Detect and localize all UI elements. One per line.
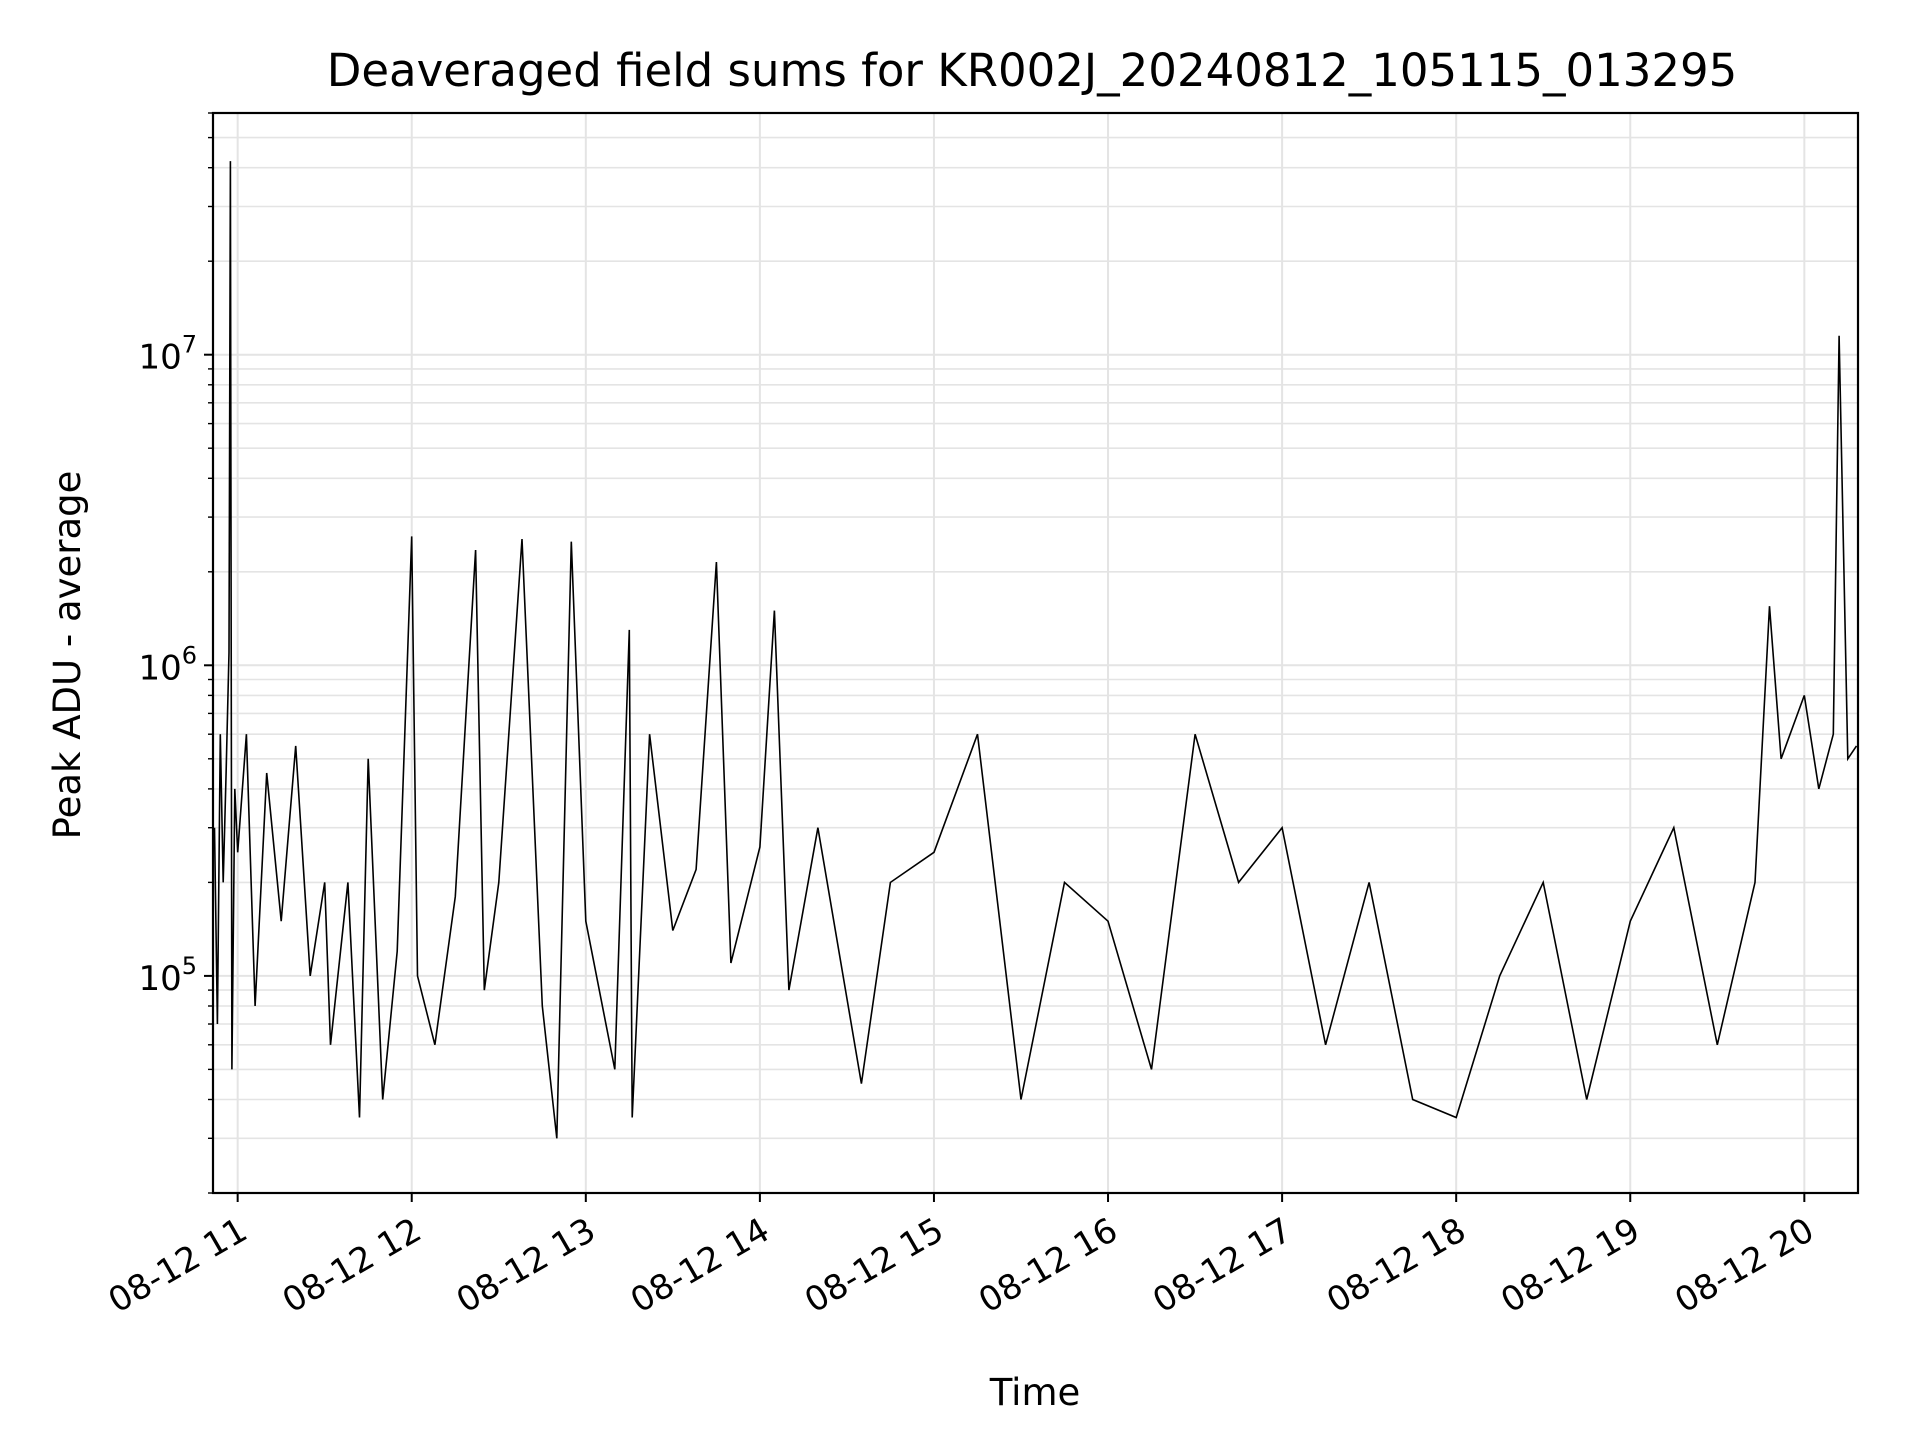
y-tick-base: 10: [138, 338, 181, 378]
y-axis-label: Peak ADU - average: [46, 471, 89, 840]
y-tick-label: 107: [138, 331, 197, 378]
plot-area: [213, 161, 1858, 1139]
y-tick-exponent: 7: [182, 331, 197, 359]
y-tick-base: 10: [138, 959, 181, 999]
plot-frame: [211, 111, 1860, 1195]
y-tick-label: 106: [138, 641, 197, 688]
y-tick-exponent: 6: [182, 641, 197, 669]
y-tick-base: 10: [138, 648, 181, 688]
x-axis-label: Time: [989, 1371, 1081, 1414]
series-line: [213, 161, 1858, 1139]
y-tick-label: 105: [138, 952, 197, 999]
grid: [213, 112, 1858, 1194]
y-tick-exponent: 5: [182, 952, 197, 980]
chart-title: Deaveraged field sums for KR002J_2024081…: [327, 44, 1738, 97]
